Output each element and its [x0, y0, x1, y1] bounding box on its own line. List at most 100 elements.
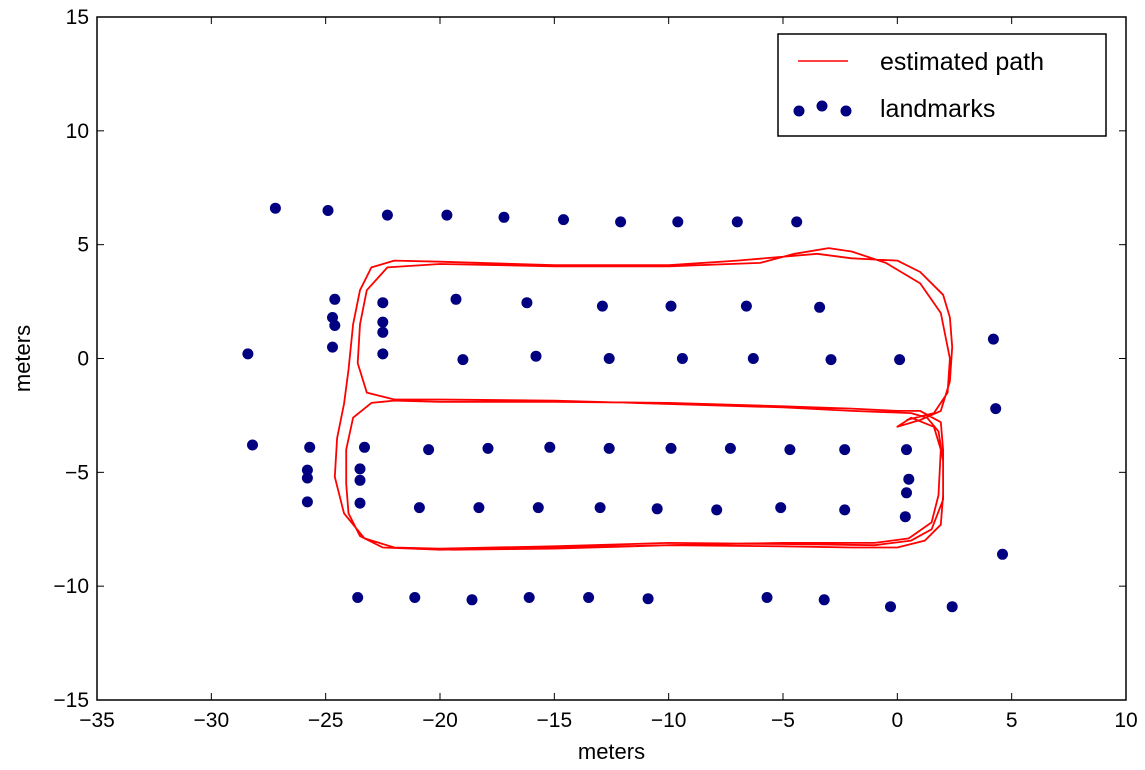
landmark-point	[329, 293, 341, 305]
legend-label-estimated-path: estimated path	[880, 48, 1044, 76]
landmark-point	[987, 333, 999, 345]
landmark-point	[818, 594, 830, 606]
landmark-point	[354, 497, 366, 509]
landmark-point	[665, 300, 677, 312]
landmark-point	[247, 439, 258, 451]
landmark-point	[901, 487, 912, 499]
legend-landmark-swatch-dot	[793, 105, 805, 117]
landmark-point	[304, 441, 316, 453]
landmark-point	[784, 444, 796, 456]
landmark-point	[301, 472, 313, 484]
landmark-point	[381, 209, 393, 221]
landmark-point	[894, 354, 906, 366]
landmark-point	[740, 300, 752, 312]
x-tick-label: −30	[194, 709, 230, 732]
y-tick-label: −15	[53, 689, 89, 712]
landmark-point	[301, 496, 313, 508]
landmark-point	[603, 353, 615, 364]
landmark-point	[731, 216, 743, 228]
landmark-point	[825, 354, 837, 366]
landmark-point	[473, 502, 485, 514]
landmark-point	[269, 202, 281, 214]
landmark-point	[676, 353, 688, 364]
x-tick-label: 5	[1006, 709, 1018, 732]
estimated-path-line	[333, 247, 954, 551]
y-tick-label: −10	[53, 575, 89, 598]
landmark-point	[711, 504, 723, 516]
landmark-point	[354, 474, 366, 486]
y-tick-label: 0	[77, 348, 89, 371]
x-tick-label: −10	[651, 709, 687, 732]
legend-box	[777, 33, 1107, 137]
x-tick-label: 0	[891, 709, 903, 732]
y-axis-label: meters	[10, 325, 35, 392]
landmark-point	[530, 350, 542, 362]
landmark-point	[457, 354, 469, 366]
y-tick-label: 5	[77, 234, 89, 257]
landmark-point	[603, 442, 615, 454]
landmark-point	[329, 320, 341, 331]
x-tick-label: 10	[1114, 709, 1137, 732]
landmark-point	[532, 502, 544, 514]
landmark-point	[498, 211, 510, 223]
landmark-point	[322, 205, 334, 216]
landmark-point	[761, 592, 773, 603]
x-axis-label: meters	[578, 739, 645, 764]
landmark-point	[352, 592, 364, 603]
plot-area	[242, 202, 1008, 613]
landmark-point	[724, 442, 736, 454]
landmark-point	[377, 326, 389, 338]
landmark-point	[814, 301, 826, 313]
landmark-point	[747, 353, 759, 364]
landmark-point	[423, 444, 435, 456]
landmark-point	[775, 502, 787, 514]
y-tick-label: 15	[66, 6, 89, 29]
landmark-point	[596, 300, 608, 312]
landmark-point	[642, 593, 654, 605]
landmark-point	[672, 216, 684, 228]
legend-landmark-swatch-dot	[816, 100, 828, 112]
landmark-point	[839, 444, 851, 456]
landmark-point	[301, 464, 313, 476]
y-tick-label: 10	[66, 120, 89, 143]
legend: estimated path landmarks	[777, 33, 1107, 137]
landmark-point	[665, 442, 677, 454]
x-tick-label: −15	[537, 709, 573, 732]
landmark-point	[791, 216, 803, 228]
landmark-point	[615, 216, 627, 228]
landmark-point	[450, 293, 462, 305]
landmark-point	[990, 403, 1002, 415]
x-tick-label: −35	[79, 709, 115, 732]
landmark-point	[413, 502, 425, 514]
x-tick-label: −20	[422, 709, 458, 732]
landmark-point	[594, 502, 606, 514]
landmark-point	[354, 463, 366, 475]
landmark-point	[377, 348, 389, 360]
x-tick-label: −5	[771, 709, 795, 732]
landmark-point	[997, 548, 1008, 560]
y-tick-label: −5	[65, 461, 89, 484]
legend-label-landmarks: landmarks	[880, 95, 995, 123]
landmark-point	[651, 503, 663, 515]
landmark-point	[544, 441, 556, 453]
landmark-point	[839, 504, 851, 516]
landmark-point	[466, 594, 478, 606]
landmark-point	[441, 209, 453, 221]
landmark-point	[899, 511, 911, 523]
landmark-point	[558, 214, 569, 226]
landmark-point	[903, 473, 915, 485]
landmark-point	[242, 348, 254, 360]
landmark-point	[885, 601, 896, 613]
landmark-point	[583, 592, 595, 603]
landmark-point	[409, 592, 421, 603]
landmark-point	[377, 297, 389, 309]
landmark-point	[901, 444, 912, 456]
landmark-point	[946, 601, 958, 613]
axis-ticks: −35 −30 −25 −20 −15 −10 −5 0 5 10 −15 −10 −5 0 5 10 15	[53, 6, 1137, 732]
landmark-point	[377, 316, 389, 328]
landmark-point	[482, 442, 494, 454]
landmark-point	[359, 441, 370, 453]
landmark-point	[327, 341, 338, 353]
x-tick-label: −25	[308, 709, 344, 732]
